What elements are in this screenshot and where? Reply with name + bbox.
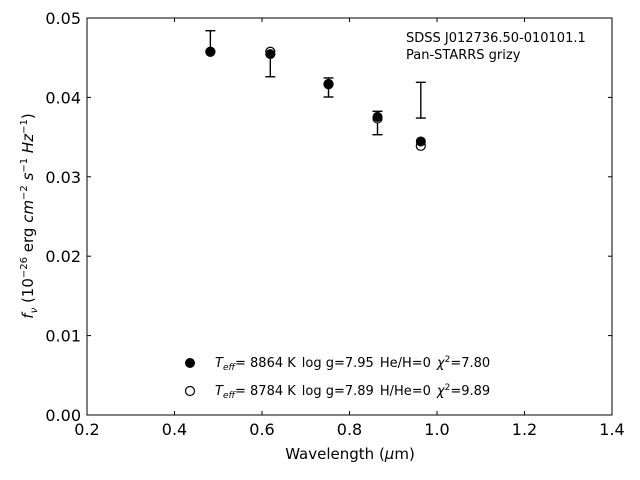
- x-tick-label: 0.2: [74, 420, 99, 439]
- y-axis-label: fν (10−26 erg cm−2 s−1 Hz−1): [19, 113, 40, 318]
- y-tick-label: 0.00: [45, 406, 81, 425]
- legend-marker-open: [184, 385, 196, 397]
- annotation-object-name: SDSS J012736.50-010101.1: [406, 31, 586, 46]
- filled-circle-point: [372, 111, 383, 122]
- y-tick-label: 0.04: [45, 88, 81, 107]
- x-tick-label: 0.8: [337, 420, 362, 439]
- data-markers: [205, 30, 426, 151]
- axis-ticks: 0.2 0.4 0.6 0.8 1.0 1.2 1.4 0.00 0.01 0.02 0.03 0.0…: [45, 9, 624, 439]
- x-tick-label: 1.2: [512, 420, 537, 439]
- x-tick-label: 0.6: [249, 420, 274, 439]
- y-tick-label: 0.01: [45, 327, 81, 346]
- x-tick-label: 0.4: [162, 420, 187, 439]
- x-tick-label: 1.0: [424, 420, 449, 439]
- y-tick-label: 0.02: [45, 247, 81, 266]
- filled-circle-point: [415, 136, 426, 147]
- x-tick-label: 1.4: [599, 420, 624, 439]
- plot-area: [86, 17, 613, 416]
- x-axis-label: Wavelength (μm): [285, 445, 415, 463]
- y-tick-label: 0.03: [45, 168, 81, 187]
- legend-marker-filled: [185, 358, 195, 368]
- filled-circle-point: [205, 46, 216, 57]
- annotation-survey: Pan-STARRS grizy: [406, 48, 521, 63]
- filled-circle-point: [265, 49, 276, 60]
- y-tick-label: 0.05: [45, 9, 81, 28]
- filled-circle-point: [323, 78, 334, 89]
